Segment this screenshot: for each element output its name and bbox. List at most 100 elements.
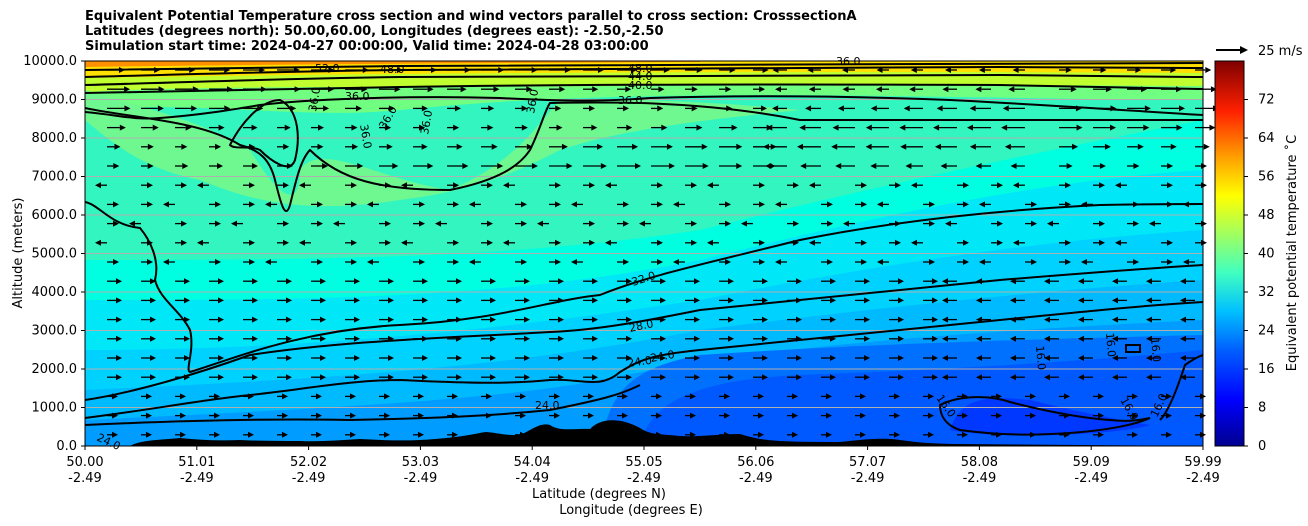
wind-arrow-head	[1112, 278, 1118, 285]
wind-arrow-head	[286, 335, 292, 342]
wind-arrow-head	[249, 182, 255, 189]
wind-arrow-head	[1110, 105, 1117, 112]
wind-arrow-head	[660, 297, 666, 304]
wind-arrow-head	[249, 259, 255, 265]
wind-arrow-head	[113, 259, 119, 265]
wind-arrow-head	[865, 143, 872, 150]
wind-arrow-head	[226, 86, 233, 93]
wind-arrow-head	[694, 374, 700, 381]
wind-arrow-head	[571, 259, 577, 265]
wind-arrow-head	[384, 431, 390, 438]
wind-arrow-head	[163, 201, 169, 208]
wind-arrow-head	[283, 182, 289, 189]
wind-arrow-head	[147, 201, 153, 208]
colorbar: 0 8 16 24 32 40 48 56 64 72 Equivalent potential …	[1214, 60, 1300, 454]
contour-label: 16.0	[1148, 337, 1163, 363]
wind-arrow-head	[427, 163, 434, 169]
wind-arrow-head	[691, 86, 698, 93]
wind-arrow-head	[870, 105, 877, 112]
x-axis-label-lat: Latitude (degrees N)	[532, 487, 666, 502]
wind-arrow-head	[589, 220, 595, 227]
wind-arrow-head	[945, 220, 951, 227]
wind-arrow-head	[556, 124, 563, 131]
wind-arrow-head	[317, 259, 323, 265]
wind-arrow-head	[520, 431, 526, 438]
wind-arrow-head	[493, 86, 500, 93]
wind-arrow-head	[592, 297, 598, 304]
wind-arrow-head	[251, 124, 258, 131]
wind-arrow-head	[1146, 297, 1152, 304]
wind-arrow-head	[969, 105, 976, 112]
wind-arrow-head	[248, 431, 254, 438]
wind-arrow-head	[1210, 86, 1217, 93]
x-tick-label-lon: -2.49	[404, 471, 438, 486]
wind-arrow-head	[452, 412, 458, 419]
wind-arrow-head	[626, 297, 632, 304]
wind-arrow-head	[694, 297, 700, 304]
wind-arrow-head	[293, 67, 300, 73]
wind-arrow-head	[1030, 431, 1036, 438]
wind-arrow-head	[184, 335, 190, 342]
wind-arrow-head	[224, 67, 231, 73]
wind-arrow-head	[1076, 124, 1083, 131]
wind-arrow-head	[129, 220, 135, 227]
wind-arrow-head	[396, 67, 403, 73]
wind-arrow-head	[1078, 355, 1084, 361]
chart-title-line-2: Latitudes (degrees north): 50.00,60.00, …	[85, 24, 664, 39]
wind-arrow-head	[942, 374, 948, 381]
wind-arrow-head	[435, 220, 441, 227]
grid-lines	[85, 99, 1203, 408]
wind-key-label: 25 m/s	[1258, 44, 1303, 59]
wind-arrow-head	[900, 143, 907, 150]
wind-arrow-head	[592, 316, 598, 323]
wind-arrow-head	[808, 86, 815, 93]
wind-arrow-head	[1001, 124, 1008, 131]
wind-arrow-head	[394, 86, 401, 93]
wind-arrow-head	[600, 163, 607, 169]
wind-arrow-head	[1065, 201, 1071, 208]
wind-arrow-head	[1031, 259, 1037, 265]
wind-arrow-head	[864, 374, 870, 381]
wind-arrow-head	[299, 182, 305, 189]
wind-arrow-head	[418, 393, 424, 400]
wind-arrow-head	[942, 335, 948, 342]
wind-arrow-head	[1201, 220, 1207, 227]
wind-arrow-head	[215, 143, 222, 150]
wind-arrow-head	[997, 182, 1003, 189]
wind-arrow-head	[1044, 374, 1050, 381]
wind-arrow-head	[967, 124, 974, 131]
wind-arrow-head	[691, 105, 698, 112]
wind-arrow-head	[452, 431, 458, 438]
wind-arrow-head	[265, 201, 271, 208]
wind-arrow-head	[696, 67, 703, 73]
wind-arrow-head	[591, 124, 598, 131]
wind-arrow-head	[248, 393, 254, 400]
wind-arrow-head	[864, 355, 870, 361]
wind-arrow-head	[932, 355, 938, 361]
wind-arrow-head	[1078, 297, 1084, 304]
wind-arrow-head	[668, 163, 675, 169]
wind-arrow-head	[1010, 335, 1016, 342]
wind-arrow-head	[1044, 297, 1050, 304]
wind-arrow-head	[996, 431, 1002, 438]
wind-arrow-head	[112, 431, 118, 438]
wind-arrow-head	[626, 278, 632, 285]
wind-arrow-head	[634, 163, 641, 169]
wind-arrow-head	[453, 182, 459, 189]
contour-label: 24.0	[535, 399, 560, 412]
wind-arrow-head	[95, 239, 101, 246]
wind-arrow-head	[384, 393, 390, 400]
wind-arrow-head	[707, 239, 713, 246]
wind-arrow-head	[837, 105, 844, 112]
wind-arrow-head	[1133, 259, 1139, 265]
wind-arrow-head	[421, 143, 428, 150]
wind-arrow-head	[252, 355, 258, 361]
wind-arrow-head	[486, 393, 492, 400]
x-tick-label-lon: -2.49	[1186, 471, 1220, 486]
wind-arrow-head	[864, 297, 870, 304]
y-axis: 0.0 1000.0 2000.0 3000.0 4000.0 5000.0 6000.0 7…	[23, 54, 85, 454]
x-tick-label-lat: 55.05	[625, 455, 662, 470]
wind-arrow-head	[316, 412, 322, 419]
wind-arrow-head	[975, 163, 982, 169]
wind-arrow-head	[864, 335, 870, 342]
